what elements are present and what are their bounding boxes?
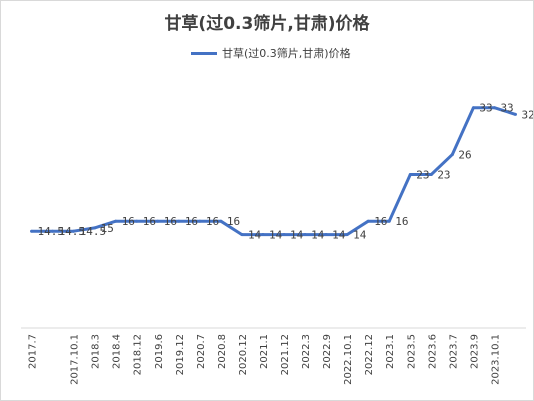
data-label: 16 [185,215,198,228]
x-tick-label: 2021.12 [280,334,291,375]
data-label: 15 [101,222,114,235]
data-point [30,229,34,233]
data-label: 32 [521,108,533,121]
data-point [345,233,349,237]
x-tick-label: 2019.6 [154,334,165,369]
x-tick-label: 2023.5 [406,334,417,369]
data-point [303,233,307,237]
data-point [282,233,286,237]
data-label: 14 [290,229,304,242]
x-tick-label: 2018.4 [112,334,123,369]
data-label: 16 [122,215,135,228]
data-label: 33 [479,102,492,115]
data-point [366,219,370,223]
data-label: 23 [437,168,450,181]
data-point [324,233,328,237]
x-tick-label: 2023.9 [469,334,480,369]
data-point [156,219,160,223]
x-tick-label: 2023.6 [427,334,438,369]
legend-label: 甘草(过0.3筛片,甘肃)价格 [222,47,351,60]
data-label: 16 [374,215,387,228]
data-point [471,106,475,110]
data-point [429,172,433,176]
data-label: 33 [500,102,513,115]
data-point [408,172,412,176]
x-tick-label: 2018.3 [91,334,102,369]
x-tick-label: 2021.1 [259,334,270,369]
data-point [261,233,265,237]
data-label: 14 [311,229,325,242]
x-tick-label: 2017.7 [28,334,39,369]
data-point [93,226,97,230]
data-label: 16 [206,215,219,228]
data-point [51,229,55,233]
data-label: 16 [395,215,408,228]
chart-title: 甘草(过0.3筛片,甘肃)价格 [164,14,370,34]
series-line [31,106,516,237]
data-point [177,219,181,223]
data-point [72,229,76,233]
chart-legend: 甘草(过0.3筛片,甘肃)价格 [1,45,533,61]
data-label: 26 [458,148,471,161]
x-tick-label: 2023.1 [385,334,396,369]
data-point [240,233,244,237]
data-point [450,152,454,156]
x-tick-label: 2019.12 [175,334,186,375]
data-label: 14 [269,229,283,242]
x-tick-label: 2022.9 [322,334,333,369]
data-point [492,106,496,110]
data-point [114,219,118,223]
data-label: 16 [164,215,177,228]
data-point [513,112,517,116]
data-label: 14 [353,229,367,242]
data-label: 16 [143,215,156,228]
data-label: 16 [227,215,240,228]
data-label: 14 [332,229,346,242]
x-tick-label: 2020.7 [196,334,207,369]
data-point [198,219,202,223]
x-tick-label: 2023.7 [448,334,459,369]
data-label: 14 [248,229,262,242]
x-tick-label: 2017.10.1 [70,334,81,385]
x-tick-label: 2022.12 [364,334,375,375]
x-tick-label: 2022.10.1 [343,334,354,385]
data-label: 14.5 [80,225,107,238]
data-label: 14.5 [59,225,86,238]
x-tick-label: 2022.3 [301,334,312,369]
data-point [219,219,223,223]
data-point [135,219,139,223]
x-tick-label: 2020.8 [217,334,228,369]
x-tick-label: 2020.12 [238,334,249,375]
data-label: 14.5 [38,225,64,238]
data-point [387,219,391,223]
x-tick-label: 2023.10.1 [490,334,501,385]
data-label: 23 [416,168,429,181]
x-tick-label: 2018.12 [133,334,144,375]
legend-swatch [191,51,217,55]
